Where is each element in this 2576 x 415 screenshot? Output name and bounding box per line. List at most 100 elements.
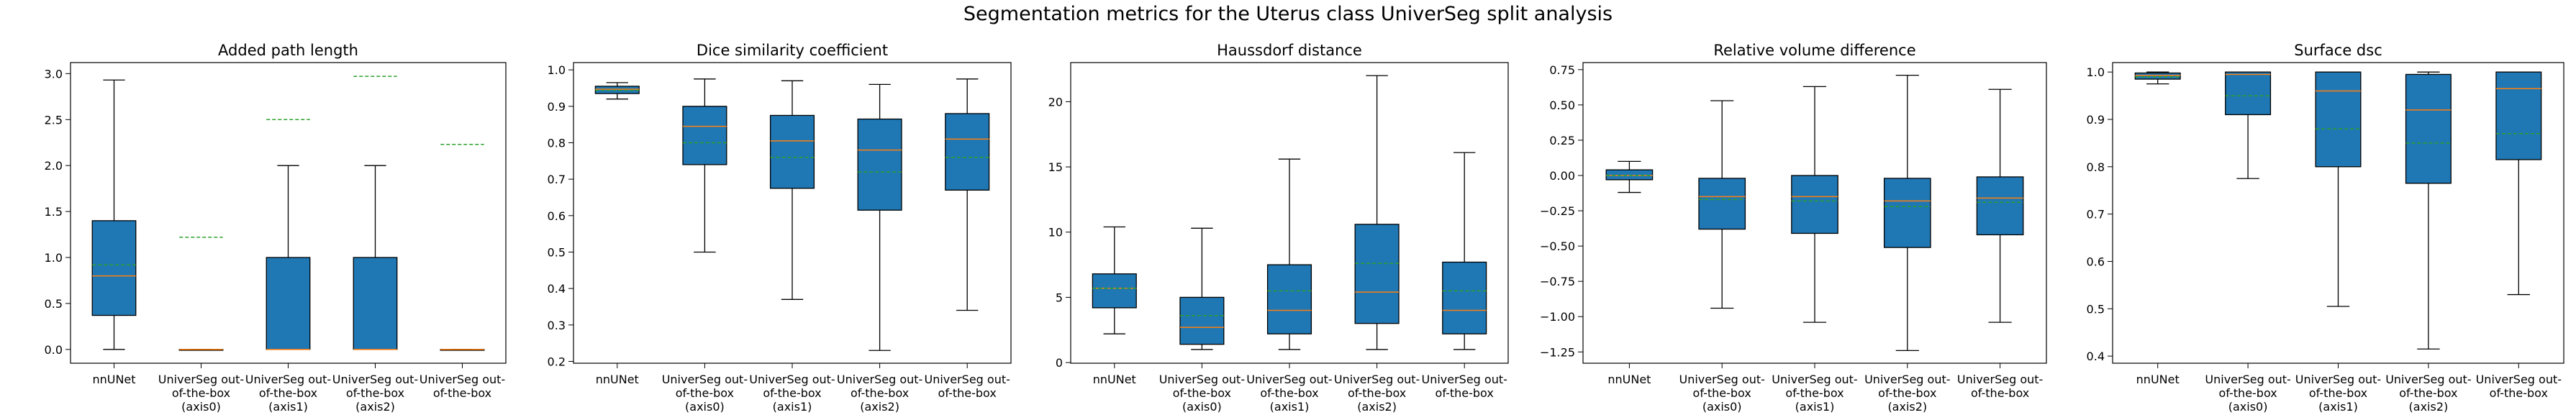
panel-3-box-5-iqr (1442, 261, 1487, 334)
panel-3-xtick-label-3-line-3: (axis1) (1270, 400, 1310, 414)
panel-4-xtick-label-5-line-1: UniverSeg out- (1957, 373, 2043, 386)
panel-1-title: Added path length (218, 42, 358, 59)
panel-5-ytick-label-3: 0.7 (2087, 208, 2105, 222)
panel-5-ytick-label-2: 0.6 (2087, 255, 2105, 268)
panel-2-box-4-iqr (857, 118, 902, 211)
panel-3-ytick-label-0: 0 (1056, 356, 1063, 370)
panel-3-xtick-label-2-line-3: (axis0) (1182, 400, 1222, 414)
panel-3-title: Haussdorf distance (1217, 42, 1362, 59)
panel-5-box-4-iqr (2405, 73, 2452, 184)
panel-3-ytick-label-2: 10 (1048, 226, 1063, 240)
panel-2-box-5-iqr (945, 113, 990, 191)
panel-4-ytick-label-5: 0.00 (1549, 169, 1575, 183)
panel-4-box-2-iqr (1698, 178, 1746, 230)
panel-5-box-2-iqr (2225, 71, 2272, 116)
panel-2-ytick-label-0: 0.2 (548, 355, 566, 368)
panel-3-xtick-label-4-line-1: UniverSeg out- (1334, 373, 1420, 386)
panel-5-xtick-label-4-line-2: of-the-box (2399, 386, 2457, 400)
panel-1-box-3-iqr (266, 257, 311, 350)
panel-4-ytick-label-6: 0.25 (1549, 134, 1575, 147)
panel-5-ytick-label-0: 0.4 (2087, 350, 2105, 363)
panel-2-xtick-label-4-line-2: of-the-box (851, 386, 909, 400)
panel-3-xtick-label-5-line-1: UniverSeg out- (1421, 373, 1507, 386)
panel-5-ytick-label-1: 0.5 (2087, 302, 2105, 316)
panel-3-box-3-iqr (1266, 264, 1312, 334)
panel-5-ytick-label-6: 1.0 (2087, 65, 2105, 79)
panel-3-xtick-label-3-line-2: of-the-box (1260, 386, 1318, 400)
panel-3-xtick-label-4-line-2: of-the-box (1348, 386, 1406, 400)
panel-4-xtick-label-3-line-3: (axis1) (1795, 400, 1835, 414)
panel-1-ytick-label-5: 2.5 (45, 113, 63, 127)
panel-2-ytick-label-8: 1.0 (548, 63, 566, 77)
panel-4-ytick-label-2: −0.75 (1540, 275, 1575, 288)
panel-4-box-3-iqr (1791, 175, 1838, 234)
panel-1-xtick-label-4-line-2: of-the-box (346, 386, 404, 400)
panel-5-xtick-label-3-line-1: UniverSeg out- (2295, 373, 2381, 386)
panel-5-xtick-label-3-line-2: of-the-box (2309, 386, 2367, 400)
panel-1-xtick-label-3-line-1: UniverSeg out- (245, 373, 331, 386)
panel-4-ytick-label-3: −0.50 (1540, 240, 1575, 253)
panel-5-box-3-iqr (2315, 71, 2362, 168)
panel-2-ytick-label-4: 0.6 (548, 209, 566, 223)
panel-4-ytick-label-7: 0.50 (1549, 99, 1575, 112)
panel-2-xtick-label-3-line-1: UniverSeg out- (749, 373, 835, 386)
panel-5-xtick-label-1-line-1: nnUNet (2136, 373, 2180, 386)
panel-3-xtick-label-4-line-3: (axis2) (1357, 400, 1397, 414)
panel-4-box-4-iqr (1883, 178, 1931, 248)
panel-4-title: Relative volume difference (1713, 42, 1915, 59)
panel-4-xtick-label-4-line-1: UniverSeg out- (1864, 373, 1950, 386)
panel-1-xtick-label-3-line-3: (axis1) (268, 400, 308, 414)
panel-3-box-4-iqr (1354, 224, 1400, 324)
panel-5-xtick-label-2-line-3: (axis0) (2228, 400, 2268, 414)
panel-5-axes-frame (2112, 62, 2564, 364)
panel-3-xtick-label-2-line-2: of-the-box (1173, 386, 1231, 400)
panel-1-ytick-label-4: 2.0 (45, 159, 63, 173)
panel-1-xtick-label-1-line-1: nnUNet (92, 373, 135, 386)
panel-2-xtick-label-1-line-1: nnUNet (596, 373, 639, 386)
panel-4-xtick-label-1-line-1: nnUNet (1607, 373, 1651, 386)
panel-1-xtick-label-3-line-2: of-the-box (259, 386, 317, 400)
panel-1-xtick-label-5-line-1: UniverSeg out- (419, 373, 505, 386)
panel-1-xtick-label-4-line-1: UniverSeg out- (332, 373, 418, 386)
panel-3-xtick-label-3-line-1: UniverSeg out- (1246, 373, 1332, 386)
panel-3-box-1-iqr (1092, 273, 1137, 309)
panel-4-xtick-label-3-line-2: of-the-box (1785, 386, 1843, 400)
panel-2-box-3-iqr (769, 114, 815, 189)
panel-5-xtick-label-4-line-1: UniverSeg out- (2385, 373, 2471, 386)
panel-1-ytick-label-2: 1.0 (45, 251, 63, 265)
panel-2-xtick-label-2-line-2: of-the-box (676, 386, 734, 400)
panel-1-xtick-label-4-line-3: (axis2) (355, 400, 395, 414)
panel-5-xtick-label-2-line-1: UniverSeg out- (2205, 373, 2290, 386)
panel-3-xtick-label-1-line-1: nnUNet (1093, 373, 1136, 386)
panel-4-xtick-label-2-line-1: UniverSeg out- (1679, 373, 1764, 386)
panel-5-xtick-label-5-line-2: of-the-box (2490, 386, 2548, 400)
panel-2-box-2-iqr (682, 106, 727, 165)
panel-2-xtick-label-2-line-1: UniverSeg out- (662, 373, 748, 386)
panel-4-box-5-iqr (1976, 176, 2024, 236)
panel-3-xtick-label-5-line-2: of-the-box (1436, 386, 1494, 400)
panel-5-xtick-label-4-line-3: (axis2) (2409, 400, 2449, 414)
panel-2-xtick-label-3-line-2: of-the-box (763, 386, 821, 400)
panel-2-xtick-label-4-line-3: (axis2) (860, 400, 899, 414)
panel-1-box-4-iqr (353, 257, 398, 350)
panel-4-xtick-label-4-line-2: of-the-box (1878, 386, 1936, 400)
panel-4-ytick-label-1: −1.00 (1540, 310, 1575, 324)
panel-2-ytick-label-2: 0.4 (548, 282, 566, 296)
panel-5-box-5-iqr (2495, 71, 2542, 160)
panel-4-box-1-iqr (1605, 169, 1654, 181)
panel-1-box-1-iqr (91, 220, 137, 316)
panel-4-ytick-label-0: −1.25 (1540, 345, 1575, 359)
panel-3-axes-frame (1070, 62, 1509, 364)
panel-5-ytick-label-4: 0.8 (2087, 160, 2105, 174)
panel-2-ytick-label-6: 0.8 (548, 136, 566, 150)
panel-1-ytick-label-3: 1.5 (45, 205, 63, 219)
panel-3-xtick-label-2-line-1: UniverSeg out- (1159, 373, 1245, 386)
panel-2-title: Dice similarity coefficient (697, 42, 888, 59)
panel-2-xtick-label-4-line-1: UniverSeg out- (837, 373, 922, 386)
panel-4-xtick-label-4-line-3: (axis2) (1887, 400, 1927, 414)
panel-5-ytick-label-5: 0.9 (2087, 113, 2105, 127)
panel-4-xtick-label-2-line-2: of-the-box (1693, 386, 1751, 400)
panel-2-ytick-label-3: 0.5 (548, 245, 566, 259)
panel-2-xtick-label-3-line-3: (axis1) (773, 400, 812, 414)
